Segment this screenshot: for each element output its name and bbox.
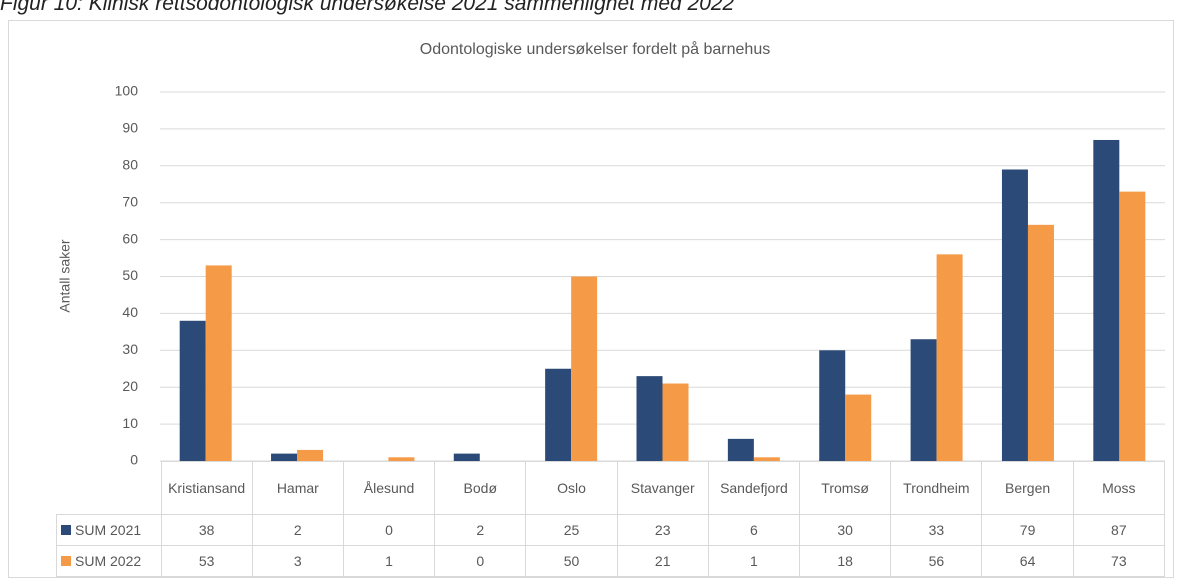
x-tick-label: Tromsø <box>799 461 892 515</box>
table-value: 56 <box>890 545 983 577</box>
legend-label: SUM 2021 <box>75 521 142 538</box>
table-value: 38 <box>160 514 253 546</box>
table-row: SUM 2021 38 2 0 2 25 23 6 30 33 79 87 <box>56 514 1166 546</box>
y-tick-label: 40 <box>122 304 138 320</box>
bar <box>179 320 206 461</box>
table-value: 73 <box>1072 545 1166 577</box>
y-tick-label: 90 <box>122 120 138 136</box>
x-tick-label: Stavanger <box>616 461 709 515</box>
table-value: 53 <box>160 545 253 577</box>
data-table: Kristiansand Hamar Ålesund Bodø Oslo Stavange… <box>56 461 1166 577</box>
legend-swatch <box>61 555 71 566</box>
legend-entry: SUM 2022 <box>56 545 162 577</box>
bar <box>453 453 480 461</box>
chart-title: Odontologiske undersøkelser fordelt på b… <box>420 40 770 58</box>
table-corner <box>56 461 162 515</box>
table-value: 23 <box>616 514 709 546</box>
bar <box>727 438 754 461</box>
bar <box>297 449 324 461</box>
bar <box>936 254 963 461</box>
table-row: SUM 2022 53 3 1 0 50 21 1 18 56 64 73 <box>56 545 1166 577</box>
bar <box>205 265 232 461</box>
figure-caption: Figur 10: Klinisk rettsodontologisk unde… <box>0 0 735 15</box>
table-value: 79 <box>981 514 1074 546</box>
table-value: 25 <box>525 514 618 546</box>
bar <box>545 368 572 461</box>
table-value: 2 <box>251 514 344 546</box>
y-tick-label: 60 <box>122 230 138 246</box>
x-tick-label: Oslo <box>525 461 618 515</box>
bar <box>845 394 872 461</box>
bar <box>388 457 415 461</box>
x-tick-label: Ålesund <box>342 461 436 515</box>
x-tick-label: Trondheim <box>890 461 983 515</box>
y-tick-label: 10 <box>122 415 138 431</box>
bar <box>636 376 663 461</box>
table-value: 0 <box>342 514 436 546</box>
table-value: 87 <box>1072 514 1166 546</box>
table-value: 64 <box>981 545 1074 577</box>
table-value: 2 <box>434 514 527 546</box>
y-tick-label: 20 <box>122 378 138 394</box>
chart-frame <box>8 20 1174 578</box>
y-tick-label: 0 <box>130 452 138 468</box>
y-tick-label: 30 <box>122 341 138 357</box>
y-tick-label: 70 <box>122 193 138 209</box>
bar <box>910 339 937 461</box>
y-axis-label: Antall saker <box>57 239 73 312</box>
table-value: 21 <box>616 545 709 577</box>
x-tick-label: Sandefjord <box>707 461 801 515</box>
bar <box>1001 169 1028 462</box>
table-value: 0 <box>434 545 527 577</box>
y-tick-label: 50 <box>122 267 138 283</box>
bar <box>571 276 598 461</box>
table-value: 1 <box>707 545 801 577</box>
table-value: 18 <box>799 545 892 577</box>
bar <box>1119 191 1146 461</box>
table-value: 3 <box>251 545 344 577</box>
y-tick-label: 80 <box>122 157 138 173</box>
table-value: 6 <box>707 514 801 546</box>
bar <box>662 383 689 461</box>
x-tick-label: Bergen <box>981 461 1074 515</box>
legend-swatch <box>61 524 71 535</box>
x-tick-label: Hamar <box>251 461 344 515</box>
table-value: 33 <box>890 514 983 546</box>
bar <box>819 350 846 461</box>
table-value: 50 <box>525 545 618 577</box>
bar <box>753 457 780 461</box>
x-tick-label: Moss <box>1072 461 1166 515</box>
x-tick-label: Bodø <box>434 461 527 515</box>
bar <box>271 453 298 461</box>
table-header-row: Kristiansand Hamar Ålesund Bodø Oslo Stavange… <box>56 461 1166 515</box>
y-tick-label: 100 <box>115 83 139 99</box>
legend-entry: SUM 2021 <box>56 514 162 546</box>
bar <box>1027 224 1054 461</box>
table-value: 1 <box>342 545 436 577</box>
x-tick-label: Kristiansand <box>160 461 253 515</box>
legend-label: SUM 2022 <box>75 552 142 569</box>
bar <box>1093 139 1120 461</box>
table-value: 30 <box>799 514 892 546</box>
